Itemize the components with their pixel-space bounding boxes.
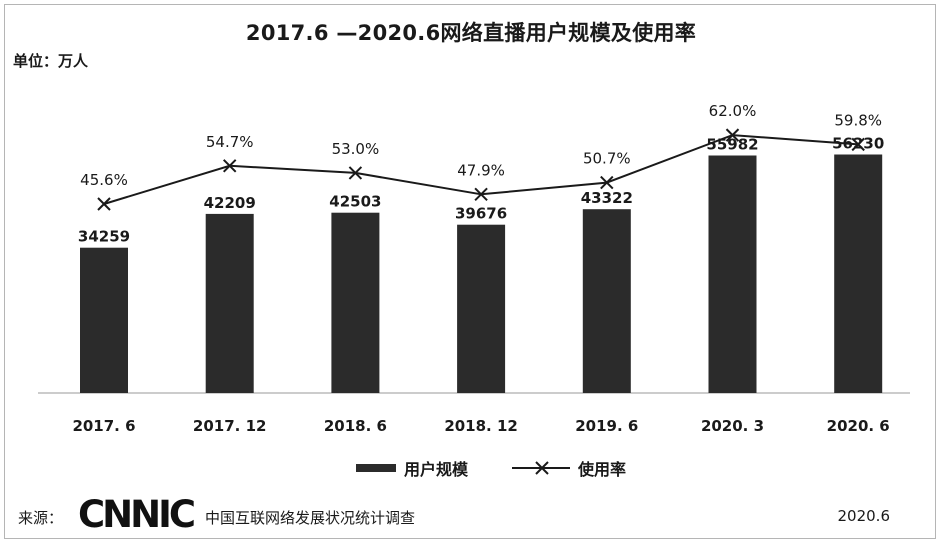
chart-frame <box>4 4 936 539</box>
rate-marker-5 <box>725 128 740 142</box>
x-tick-label-0: 2017. 6 <box>72 417 135 435</box>
rate-marker-1 <box>222 159 237 173</box>
x-tick-label-3: 2018. 12 <box>444 417 518 435</box>
bar-users-1 <box>205 213 254 393</box>
legend-label-users: 用户规模 <box>404 460 469 479</box>
rate-value-label-4: 50.7% <box>583 150 631 168</box>
rate-value-label-3: 47.9% <box>457 161 505 179</box>
x-tick-label-1: 2017. 12 <box>193 417 267 435</box>
source-label: 来源： <box>18 509 64 527</box>
bar-value-label-2: 42503 <box>329 193 381 211</box>
rate-value-label-5: 62.0% <box>709 102 757 120</box>
bar-users-6 <box>834 154 883 393</box>
bar-value-label-3: 39676 <box>455 205 507 223</box>
rate-marker-3 <box>474 187 488 202</box>
bar-users-3 <box>457 224 506 393</box>
bar-value-label-0: 34259 <box>78 228 130 246</box>
source-name: 中国互联网络发展状况统计调查 <box>205 509 416 527</box>
bar-value-label-1: 42209 <box>204 194 256 212</box>
bar-users-5 <box>708 155 757 393</box>
chart-title: 2017.6 —2020.6网络直播用户规模及使用率 <box>245 21 697 45</box>
x-tick-label-5: 2020. 3 <box>701 417 764 435</box>
bar-value-label-4: 43322 <box>581 189 633 207</box>
bar-value-label-5: 55982 <box>706 136 758 154</box>
rate-marker-6 <box>851 137 865 152</box>
legend-label-rate: 使用率 <box>577 460 626 479</box>
rate-value-label-6: 59.8% <box>834 111 882 129</box>
rate-value-label-2: 53.0% <box>332 140 380 158</box>
cnnic-logo: CNNIC <box>78 493 196 536</box>
legend-swatch-users <box>356 464 396 472</box>
x-tick-label-4: 2019. 6 <box>575 417 638 435</box>
rate-marker-2 <box>348 166 363 180</box>
footer: 来源： CNNIC 中国互联网络发展状况统计调查 2020.6 <box>0 493 942 536</box>
unit-label: 单位：万人 <box>13 52 89 70</box>
x-tick-label-2: 2018. 6 <box>324 417 387 435</box>
rate-marker-0 <box>97 197 111 211</box>
bar-users-2 <box>331 212 380 393</box>
legend-marker-rate <box>535 461 549 475</box>
rate-value-label-0: 45.6% <box>80 171 128 189</box>
rate-marker-4 <box>600 175 614 190</box>
bar-users-0 <box>80 247 128 393</box>
source-date: 2020.6 <box>837 507 891 525</box>
bar-users-4 <box>582 209 631 393</box>
rate-value-label-1: 54.7% <box>206 133 254 151</box>
x-tick-label-6: 2020. 6 <box>827 417 890 435</box>
